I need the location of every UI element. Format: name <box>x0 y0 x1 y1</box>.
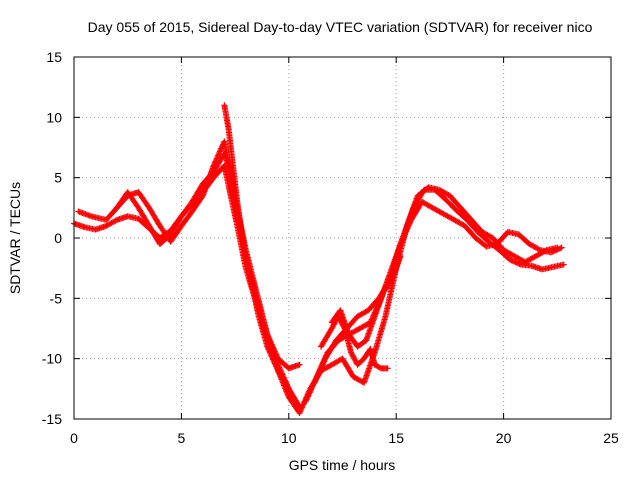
y-tick-label: 5 <box>54 170 62 186</box>
series-track-6 <box>302 186 567 404</box>
data-point <box>388 278 395 285</box>
y-tick-label: -10 <box>42 351 62 367</box>
data-point <box>549 248 556 255</box>
x-axis-label: GPS time / hours <box>289 457 396 473</box>
data-point <box>296 361 303 368</box>
y-tick-label: 0 <box>54 230 62 246</box>
y-axis-ticks: 15 10 5 0 -5 -10 -15 <box>42 49 611 427</box>
x-tick-label: 15 <box>388 430 404 446</box>
data-point <box>511 258 518 265</box>
y-tick-label: -15 <box>42 411 62 427</box>
y-tick-label: 10 <box>46 109 62 125</box>
data-point <box>558 244 565 251</box>
data-point <box>509 257 516 264</box>
x-tick-label: 20 <box>496 430 512 446</box>
series-track-2 <box>75 138 292 392</box>
series-track-5 <box>296 184 561 416</box>
series-track-9 <box>328 253 404 350</box>
data-points <box>71 102 567 416</box>
x-tick-label: 5 <box>178 430 186 446</box>
data-point <box>554 246 561 253</box>
data-point <box>507 256 514 263</box>
x-tick-label: 25 <box>603 430 619 446</box>
data-point <box>553 247 560 254</box>
x-tick-label: 10 <box>281 430 297 446</box>
data-point <box>555 245 562 252</box>
data-point <box>557 245 564 252</box>
series-track-4 <box>221 102 303 410</box>
data-point <box>512 259 519 266</box>
data-point <box>550 248 557 255</box>
data-point <box>535 246 542 253</box>
data-point <box>560 261 567 268</box>
series-track-7 <box>311 198 565 386</box>
data-point <box>384 365 391 372</box>
y-tick-label: 15 <box>46 49 62 65</box>
y-axis-label: SDTVAR / TECUs <box>7 182 23 294</box>
data-point <box>397 253 404 260</box>
series-track-1 <box>71 162 303 416</box>
data-point <box>551 247 558 254</box>
y-tick-label: -5 <box>50 290 63 306</box>
data-point <box>515 260 522 267</box>
data-point <box>112 217 119 224</box>
data-point <box>547 249 554 256</box>
data-point <box>508 257 515 264</box>
x-axis-ticks: 0 5 10 15 20 25 <box>70 57 619 446</box>
data-point <box>516 260 523 267</box>
chart-title: Day 055 of 2015, Sidereal Day-to-day VTE… <box>88 19 593 35</box>
x-tick-label: 0 <box>70 430 78 446</box>
data-point <box>513 259 520 266</box>
